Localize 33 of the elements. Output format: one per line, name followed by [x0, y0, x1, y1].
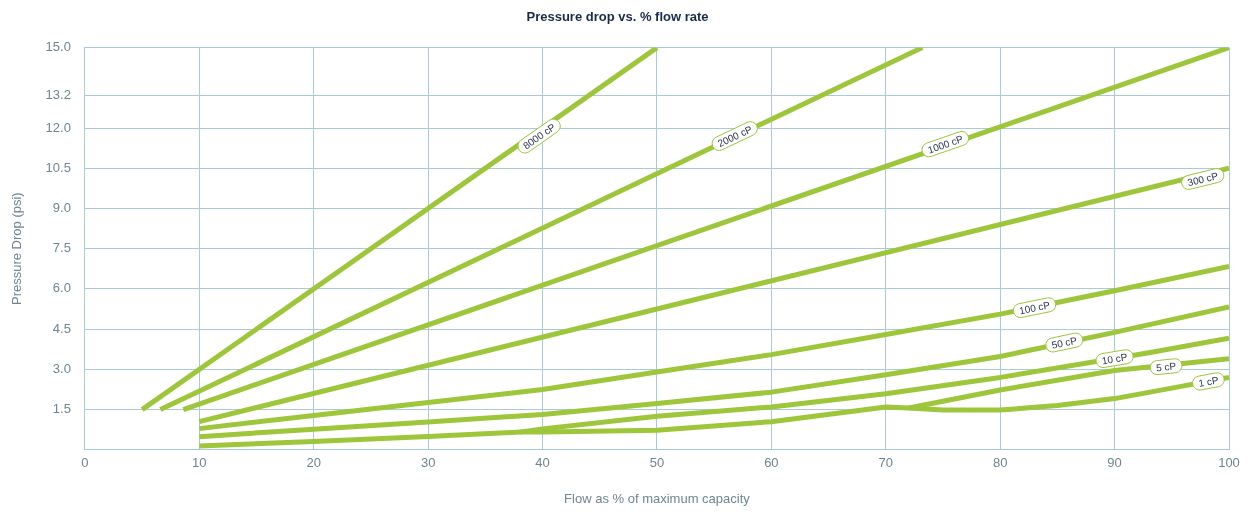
y-tick-label: 7.5 [52, 240, 71, 256]
x-tick-label: 70 [878, 455, 893, 471]
x-tick-label: 90 [1107, 455, 1122, 471]
annotation: 5 cP [1155, 360, 1177, 374]
x-axis-title: Flow as % of maximum capacity [564, 490, 751, 506]
annotation: 2000 cP [715, 123, 755, 150]
y-tick-label: 13.2 [45, 87, 71, 103]
x-tick-label: 0 [81, 455, 89, 471]
y-tick-label: 3.0 [52, 360, 71, 376]
annotation: 8000 cP [521, 121, 558, 152]
y-tick-label: 9.0 [52, 200, 71, 216]
y-tick-label: 6.0 [52, 280, 71, 296]
annotation: 1000 cP [926, 133, 965, 156]
x-tick-label: 10 [192, 455, 207, 471]
annotation: 50 cP [1050, 334, 1079, 351]
x-tick-label: 20 [306, 455, 321, 471]
annotation: 100 cP [1018, 299, 1052, 317]
annotation: 1 cP [1197, 374, 1220, 389]
x-tick-label: 30 [420, 455, 436, 471]
y-axis-title: Pressure Drop (psi) [9, 192, 25, 306]
y-tick-label: 12.0 [45, 119, 71, 135]
y-tick-label: 15.0 [45, 39, 71, 55]
x-tick-label: 60 [764, 455, 779, 471]
x-tick-label: 40 [535, 455, 550, 471]
y-tick-label: 1.5 [52, 401, 71, 417]
x-tick-label: 80 [992, 455, 1008, 471]
x-tick-label: 100 [1218, 455, 1240, 471]
y-tick-label: 10.5 [45, 159, 71, 175]
annotation: 300 cP [1186, 170, 1220, 189]
y-tick-label: 4.5 [52, 320, 71, 336]
x-tick-label: 50 [649, 455, 665, 471]
annotation: 10 cP [1101, 351, 1129, 367]
chart-title: Pressure drop vs. % flow rate [526, 9, 709, 25]
